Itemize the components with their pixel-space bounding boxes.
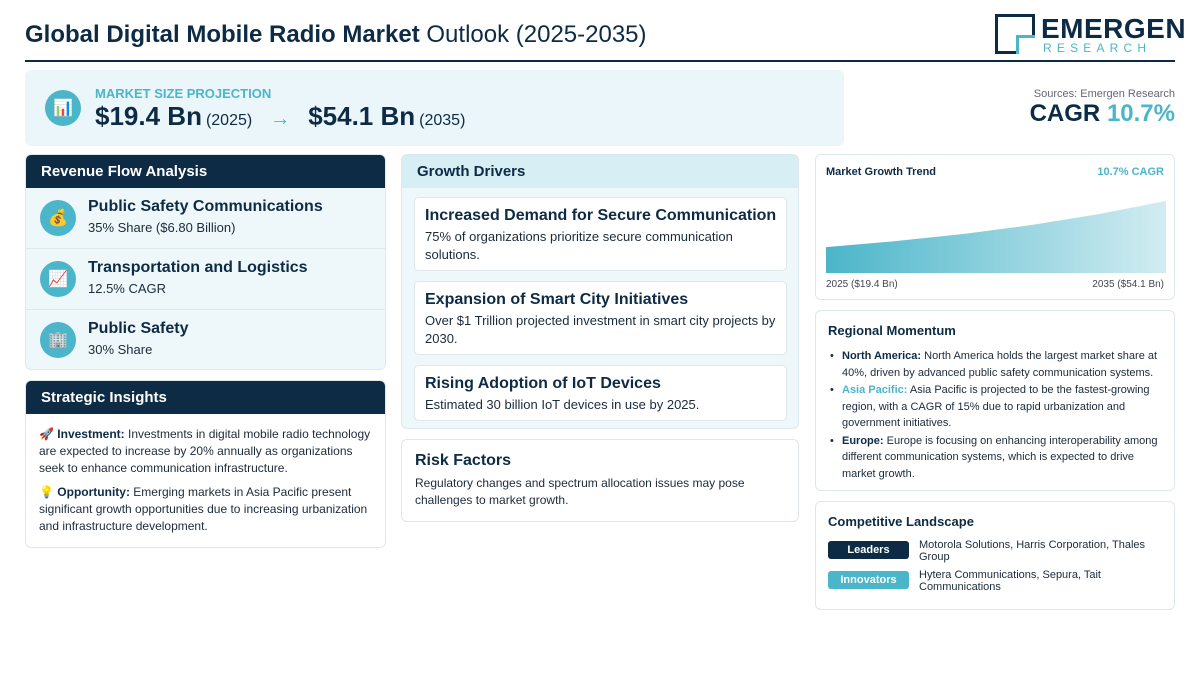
area-chart: [826, 200, 1166, 273]
revenue-item: 💰 Public Safety Communications 35% Share…: [26, 188, 385, 249]
arrow-right-icon: →: [270, 108, 291, 130]
revenue-item: 🏢 Public Safety 30% Share: [26, 310, 385, 369]
revenue-item-sub: 30% Share: [88, 342, 153, 357]
emergen-logo: EMERGEN RESEARCH: [995, 14, 1186, 56]
driver-title: Rising Adoption of IoT Devices: [425, 375, 661, 392]
bar-chart-icon: 📊: [45, 90, 81, 126]
cagr-value: 10.7%: [1106, 100, 1175, 127]
logo-name: EMERGEN: [1041, 13, 1187, 44]
revenue-flow-card: Revenue Flow Analysis 💰 Public Safety Co…: [25, 154, 386, 370]
insight-opportunity: 💡 Opportunity: Emerging markets in Asia …: [39, 484, 372, 535]
end-value: $54.1 Bn: [308, 101, 416, 131]
cagr-label: CAGR: [1029, 100, 1107, 127]
revenue-item-sub: 35% Share ($6.80 Billion): [88, 220, 236, 235]
region-label: North America:: [842, 350, 922, 362]
title-main: Global Digital Mobile Radio Market: [25, 21, 420, 48]
growth-drivers-title: Growth Drivers: [402, 155, 798, 188]
regional-momentum-card: Regional Momentum North America: North A…: [815, 310, 1175, 491]
innovators-badge: Innovators: [828, 571, 909, 589]
leaders-badge: Leaders: [828, 541, 909, 559]
risk-factors-text: Regulatory changes and spectrum allocati…: [415, 476, 745, 507]
building-icon: 🏢: [40, 322, 76, 358]
region-label: Asia Pacific:: [842, 384, 908, 396]
region-text: North America holds the largest market s…: [842, 350, 1158, 379]
risk-factors-title: Risk Factors: [415, 452, 512, 469]
competitor-row: Innovators Hytera Communications, Sepura…: [828, 569, 1162, 599]
driver-text: 75% of organizations prioritize secure c…: [425, 229, 733, 262]
revenue-flow-title: Revenue Flow Analysis: [26, 155, 385, 188]
risk-factors-card: Risk Factors Regulatory changes and spec…: [401, 439, 799, 522]
competitive-landscape-card: Competitive Landscape Leaders Motorola S…: [815, 501, 1175, 610]
strategic-insights-title: Strategic Insights: [26, 381, 385, 414]
regional-title: Regional Momentum: [828, 323, 956, 338]
insight-investment: 🚀 Investment: Investments in digital mob…: [39, 426, 372, 477]
start-value: $19.4 Bn: [95, 101, 202, 131]
start-year: (2025): [205, 112, 253, 129]
region-text: Asia Pacific is projected to be the fast…: [842, 384, 1150, 429]
driver-item: Increased Demand for Secure Communicatio…: [414, 197, 787, 271]
revenue-item-title: Public Safety: [88, 320, 189, 337]
page-title: Global Digital Mobile Radio Market Outlo…: [25, 21, 647, 49]
driver-item: Expansion of Smart City Initiatives Over…: [414, 281, 787, 355]
area-series: [826, 200, 1166, 273]
header: Global Digital Mobile Radio Market Outlo…: [25, 12, 1186, 62]
logo-mark-icon: [995, 14, 1035, 54]
market-size-panel: 📊 MARKET SIZE PROJECTION $19.4 Bn (2025) →…: [25, 70, 844, 146]
driver-title: Expansion of Smart City Initiatives: [425, 291, 689, 308]
sources-text: Sources: Emergen Research: [1033, 88, 1175, 100]
competitive-title: Competitive Landscape: [828, 514, 974, 529]
title-suffix: Outlook (2025-2035): [419, 21, 647, 48]
end-year: (2035): [419, 112, 466, 129]
trend-chart-icon: 📈: [40, 261, 76, 297]
lightbulb-icon: 💡: [39, 485, 54, 499]
innovators-names: Hytera Communications, Sepura, Tait Comm…: [919, 569, 1101, 593]
driver-text: Estimated 30 billion IoT devices in use …: [425, 397, 700, 412]
strategic-insights-card: Strategic Insights 🚀 Investment: Investm…: [25, 380, 386, 548]
growth-drivers-card: Growth Drivers Increased Demand for Secu…: [401, 154, 799, 429]
cagr-summary: CAGR 10.7%: [1030, 100, 1175, 128]
chart-cagr-annotation: 10.7% CAGR: [1097, 166, 1164, 178]
strategic-insights-body: 🚀 Investment: Investments in digital mob…: [26, 414, 385, 535]
competitor-row: Leaders Motorola Solutions, Harris Corpo…: [828, 539, 1162, 569]
logo-sub: RESEARCH: [1043, 41, 1152, 55]
insight-text: Investments in digital mobile radio tech…: [39, 427, 371, 475]
region-text: Europe is focusing on enhancing interope…: [842, 434, 1158, 480]
revenue-item-title: Public Safety Communications: [88, 198, 323, 215]
revenue-item-sub: 12.5% CAGR: [88, 281, 167, 296]
market-growth-chart: Market Growth Trend 10.7% CAGR 2025 ($19…: [815, 154, 1175, 300]
region-item-europe: Europe: Europe is focusing on enhancing …: [828, 433, 1162, 483]
chart-title: Market Growth Trend: [826, 166, 937, 178]
driver-title: Increased Demand for Secure Communicatio…: [425, 207, 777, 224]
region-label: Europe:: [842, 434, 884, 447]
insight-label: Investment:: [57, 427, 125, 441]
region-item-north-america: North America: North America holds the l…: [828, 348, 1162, 381]
market-size-label: MARKET SIZE PROJECTION: [95, 86, 272, 101]
driver-item: Rising Adoption of IoT Devices Estimated…: [414, 365, 787, 421]
region-item-asia-pacific: Asia Pacific: Asia Pacific is projected …: [828, 382, 1162, 432]
insight-label: Opportunity:: [57, 485, 130, 499]
driver-text: Over $1 Trillion projected investment in…: [425, 313, 776, 346]
insight-text: Emerging markets in Asia Pacific present…: [39, 485, 368, 533]
regional-list: North America: North America holds the l…: [828, 348, 1162, 482]
revenue-item: 📈 Transportation and Logistics 12.5% CAG…: [26, 249, 385, 310]
market-size-values: $19.4 Bn (2025) → $54.1 Bn (2035): [95, 101, 465, 132]
leaders-names: Motorola Solutions, Harris Corporation, …: [919, 539, 1146, 563]
chart-end-label: 2035 ($54.1 Bn): [1092, 279, 1164, 290]
rocket-icon: 🚀: [39, 427, 54, 441]
money-bag-icon: 💰: [40, 200, 76, 236]
chart-start-label: 2025 ($19.4 Bn): [826, 279, 898, 290]
revenue-item-title: Transportation and Logistics: [88, 259, 308, 276]
